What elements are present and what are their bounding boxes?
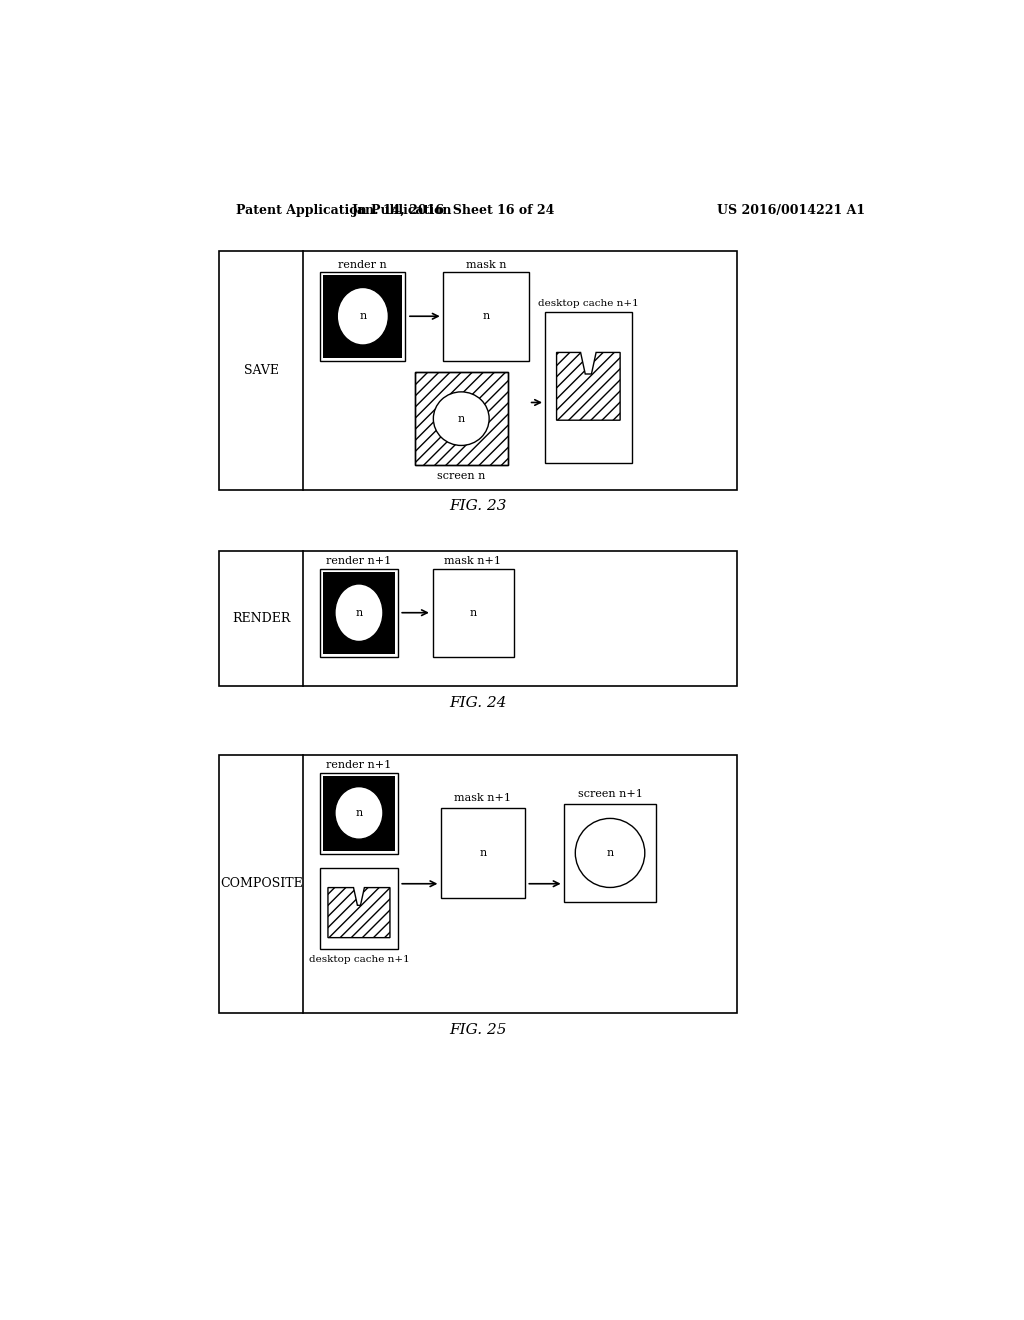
Text: RENDER: RENDER (232, 611, 291, 624)
Text: desktop cache n+1: desktop cache n+1 (538, 298, 639, 308)
Bar (443, 272, 528, 360)
Text: Patent Application Publication: Patent Application Publication (237, 205, 452, 218)
Text: n: n (355, 808, 362, 818)
Bar (219, 552, 737, 686)
Text: n: n (482, 312, 489, 321)
Bar (321, 774, 397, 854)
Text: FIG. 23: FIG. 23 (450, 499, 507, 513)
Text: Jan. 14, 2016  Sheet 16 of 24: Jan. 14, 2016 Sheet 16 of 24 (352, 205, 555, 218)
Bar (321, 272, 406, 360)
Text: mask n+1: mask n+1 (455, 793, 511, 804)
Text: mask n+1: mask n+1 (444, 556, 502, 566)
Bar (324, 776, 394, 850)
Ellipse shape (337, 288, 388, 345)
Bar (321, 869, 397, 949)
Text: render n: render n (339, 260, 387, 269)
Circle shape (575, 818, 645, 887)
Text: COMPOSITE: COMPOSITE (220, 878, 303, 890)
Text: n: n (606, 847, 613, 858)
Bar (545, 313, 632, 462)
Bar (219, 251, 737, 490)
Text: render n+1: render n+1 (327, 760, 391, 770)
Text: n: n (458, 413, 465, 424)
Text: n: n (355, 607, 362, 618)
Text: n: n (359, 312, 367, 321)
Text: US 2016/0014221 A1: US 2016/0014221 A1 (717, 205, 865, 218)
Bar (415, 372, 508, 465)
Ellipse shape (335, 787, 383, 840)
Bar (441, 808, 525, 899)
Text: render n+1: render n+1 (327, 556, 391, 566)
Ellipse shape (335, 583, 383, 642)
Bar (321, 569, 397, 657)
Text: n: n (479, 847, 486, 858)
Text: SAVE: SAVE (244, 363, 279, 376)
Text: screen n: screen n (437, 471, 485, 480)
Text: FIG. 24: FIG. 24 (450, 696, 507, 710)
Bar (324, 572, 394, 655)
Bar (415, 372, 508, 465)
Bar (432, 569, 514, 657)
Text: screen n+1: screen n+1 (578, 789, 642, 800)
Text: mask n: mask n (466, 260, 506, 269)
Bar (324, 276, 402, 358)
Bar (564, 804, 655, 903)
Text: n: n (469, 607, 476, 618)
Ellipse shape (433, 392, 489, 445)
Text: FIG. 25: FIG. 25 (450, 1023, 507, 1038)
Text: desktop cache n+1: desktop cache n+1 (308, 956, 410, 965)
Bar (219, 755, 737, 1014)
